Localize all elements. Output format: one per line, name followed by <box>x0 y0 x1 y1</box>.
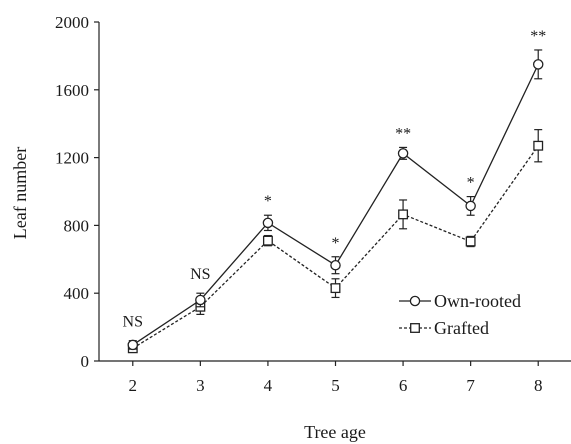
significance-label: * <box>332 235 340 252</box>
data-point-circle <box>330 259 341 271</box>
significance-label: * <box>467 175 475 192</box>
significance-label: NS <box>190 266 210 283</box>
y-axis-title: Leaf number <box>10 147 30 239</box>
data-point-circle <box>262 217 274 229</box>
x-tick-label: 3 <box>196 376 205 395</box>
x-tick-label: 2 <box>129 376 138 395</box>
y-tick-label: 800 <box>64 216 90 235</box>
data-point-square <box>262 235 273 246</box>
x-tick-label: 6 <box>399 376 408 395</box>
data-point-square <box>465 236 476 247</box>
y-tick-label: 400 <box>64 284 90 303</box>
data-point-square <box>398 209 409 220</box>
significance-label: ** <box>530 28 546 45</box>
data-point-circle <box>195 294 206 306</box>
axes: 0 400 800 1200 1600 2000 2 3 4 5 6 7 8 <box>55 13 571 395</box>
y-tick-label: 2000 <box>55 13 89 32</box>
legend-label: Own-rooted <box>434 291 521 311</box>
x-axis-title: Tree age <box>304 422 366 442</box>
data-point-square <box>330 283 341 294</box>
legend-item: Grafted <box>399 318 489 338</box>
x-tick-label: 5 <box>331 376 340 395</box>
data-point-circle <box>397 148 409 159</box>
significance-label: NS <box>123 314 143 331</box>
data-point-circle <box>532 59 544 70</box>
x-tick-label: 7 <box>466 376 475 395</box>
data-point-circle <box>127 339 139 351</box>
legend-marker-square <box>410 323 420 333</box>
legend: Own-rooted Grafted <box>399 291 521 338</box>
series-own-rooted <box>127 49 544 351</box>
legend-label: Grafted <box>434 318 489 338</box>
legend-item: Own-rooted <box>399 291 521 311</box>
y-tick-label: 1600 <box>55 81 89 100</box>
significance-label: * <box>264 193 272 210</box>
x-tick-label: 8 <box>534 376 543 395</box>
x-tick-label: 4 <box>264 376 273 395</box>
series-layer <box>127 49 544 354</box>
data-point-circle <box>465 200 476 212</box>
significance-label: ** <box>395 125 411 142</box>
legend-marker-circle <box>409 295 421 307</box>
y-tick-label: 1200 <box>55 149 89 168</box>
y-tick-label: 0 <box>81 352 90 371</box>
data-point-square <box>533 140 544 151</box>
